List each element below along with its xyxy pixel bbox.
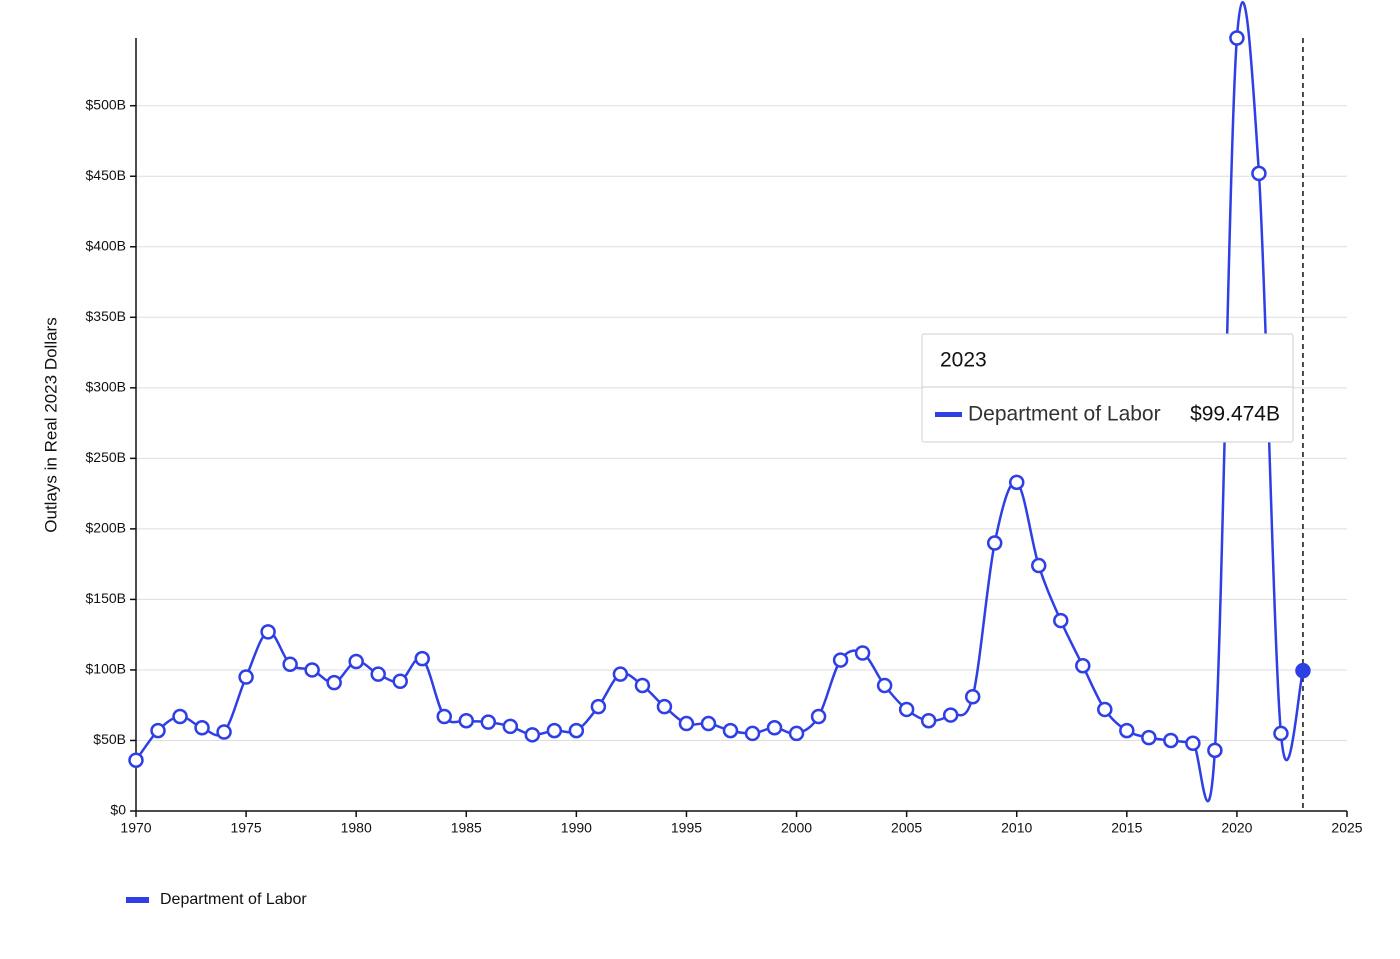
data-point	[1008, 474, 1025, 491]
data-point	[392, 673, 408, 689]
y-axis-label: Outlays in Real 2023 Dollars	[41, 317, 60, 532]
data-point	[370, 666, 386, 682]
y-tick-label: $150B	[86, 590, 126, 606]
data-point	[1185, 735, 1201, 752]
data-point	[744, 725, 761, 742]
tooltip-swatch	[935, 412, 962, 417]
data-point	[788, 725, 805, 742]
data-point	[986, 535, 1003, 551]
y-tick-label: $300B	[86, 379, 126, 395]
data-point	[656, 698, 673, 715]
data-point	[150, 722, 166, 739]
x-tick-label: 1990	[561, 820, 592, 836]
tooltip-box	[921, 333, 1294, 443]
data-point	[546, 722, 563, 739]
x-tick-label: 2005	[891, 820, 922, 836]
data-point	[590, 698, 607, 715]
data-point	[942, 707, 959, 723]
data-point	[898, 701, 915, 718]
x-tick-label: 1980	[341, 820, 372, 836]
data-point	[1163, 732, 1179, 749]
legend-swatch	[126, 897, 149, 903]
data-point	[700, 715, 717, 732]
data-point	[260, 624, 276, 640]
data-point	[172, 708, 188, 725]
data-point	[634, 677, 651, 694]
tooltip-series: Department of Labor	[968, 403, 1161, 426]
data-point	[282, 656, 298, 673]
data-point	[304, 662, 320, 678]
data-point	[722, 722, 739, 739]
data-point	[1273, 725, 1289, 742]
data-point	[238, 669, 254, 685]
data-point	[524, 727, 541, 743]
x-tick-label: 1975	[231, 820, 262, 836]
data-point	[1053, 612, 1069, 629]
data-point	[458, 712, 475, 729]
data-point	[502, 718, 519, 735]
data-point	[1030, 557, 1047, 574]
data-point	[678, 715, 695, 732]
data-point	[216, 724, 232, 740]
x-tick-label: 1985	[451, 820, 482, 836]
data-point	[128, 752, 144, 768]
x-tick-label: 2025	[1331, 820, 1362, 836]
y-tick-label: $100B	[86, 661, 126, 677]
data-point	[810, 708, 827, 725]
data-point	[876, 677, 893, 694]
data-point	[568, 722, 585, 739]
tooltip-value: $99.474B	[1190, 403, 1280, 426]
x-tick-label: 2015	[1111, 820, 1142, 836]
data-point	[326, 674, 342, 691]
data-point	[1097, 701, 1113, 718]
y-tick-label: $450B	[86, 167, 126, 183]
y-tick-label: $350B	[86, 308, 126, 324]
legend-label: Department of Labor	[160, 891, 307, 908]
data-point	[612, 666, 629, 682]
data-point	[194, 720, 210, 736]
y-tick-label: $50B	[93, 731, 126, 747]
data-point	[832, 652, 849, 668]
data-point	[1207, 742, 1223, 759]
tooltip-title: 2023	[940, 349, 987, 372]
y-tick-label: $250B	[86, 449, 126, 465]
x-tick-label: 1970	[120, 820, 151, 836]
data-point	[1229, 30, 1245, 46]
x-tick-label: 1995	[671, 820, 702, 836]
x-tick-label: 2010	[1001, 820, 1032, 836]
data-point	[1295, 662, 1311, 679]
tooltip: 2023 Department of Labor $99.474B	[921, 333, 1294, 443]
data-point	[348, 653, 364, 670]
data-point	[1119, 722, 1135, 739]
data-point	[854, 645, 871, 661]
data-point	[414, 650, 430, 667]
y-tick-label: $0	[110, 802, 126, 818]
data-point	[920, 712, 937, 729]
x-tick-label: 2000	[781, 820, 812, 836]
data-point	[1075, 657, 1091, 674]
x-tick-label: 2020	[1221, 820, 1252, 836]
data-point	[1251, 165, 1267, 182]
data-point	[766, 720, 783, 736]
y-tick-label: $500B	[86, 96, 126, 112]
y-tick-label: $400B	[86, 237, 126, 253]
data-point	[964, 688, 981, 705]
data-point	[1141, 729, 1157, 746]
data-point	[480, 714, 497, 730]
y-tick-label: $200B	[86, 520, 126, 536]
data-point	[436, 708, 453, 725]
